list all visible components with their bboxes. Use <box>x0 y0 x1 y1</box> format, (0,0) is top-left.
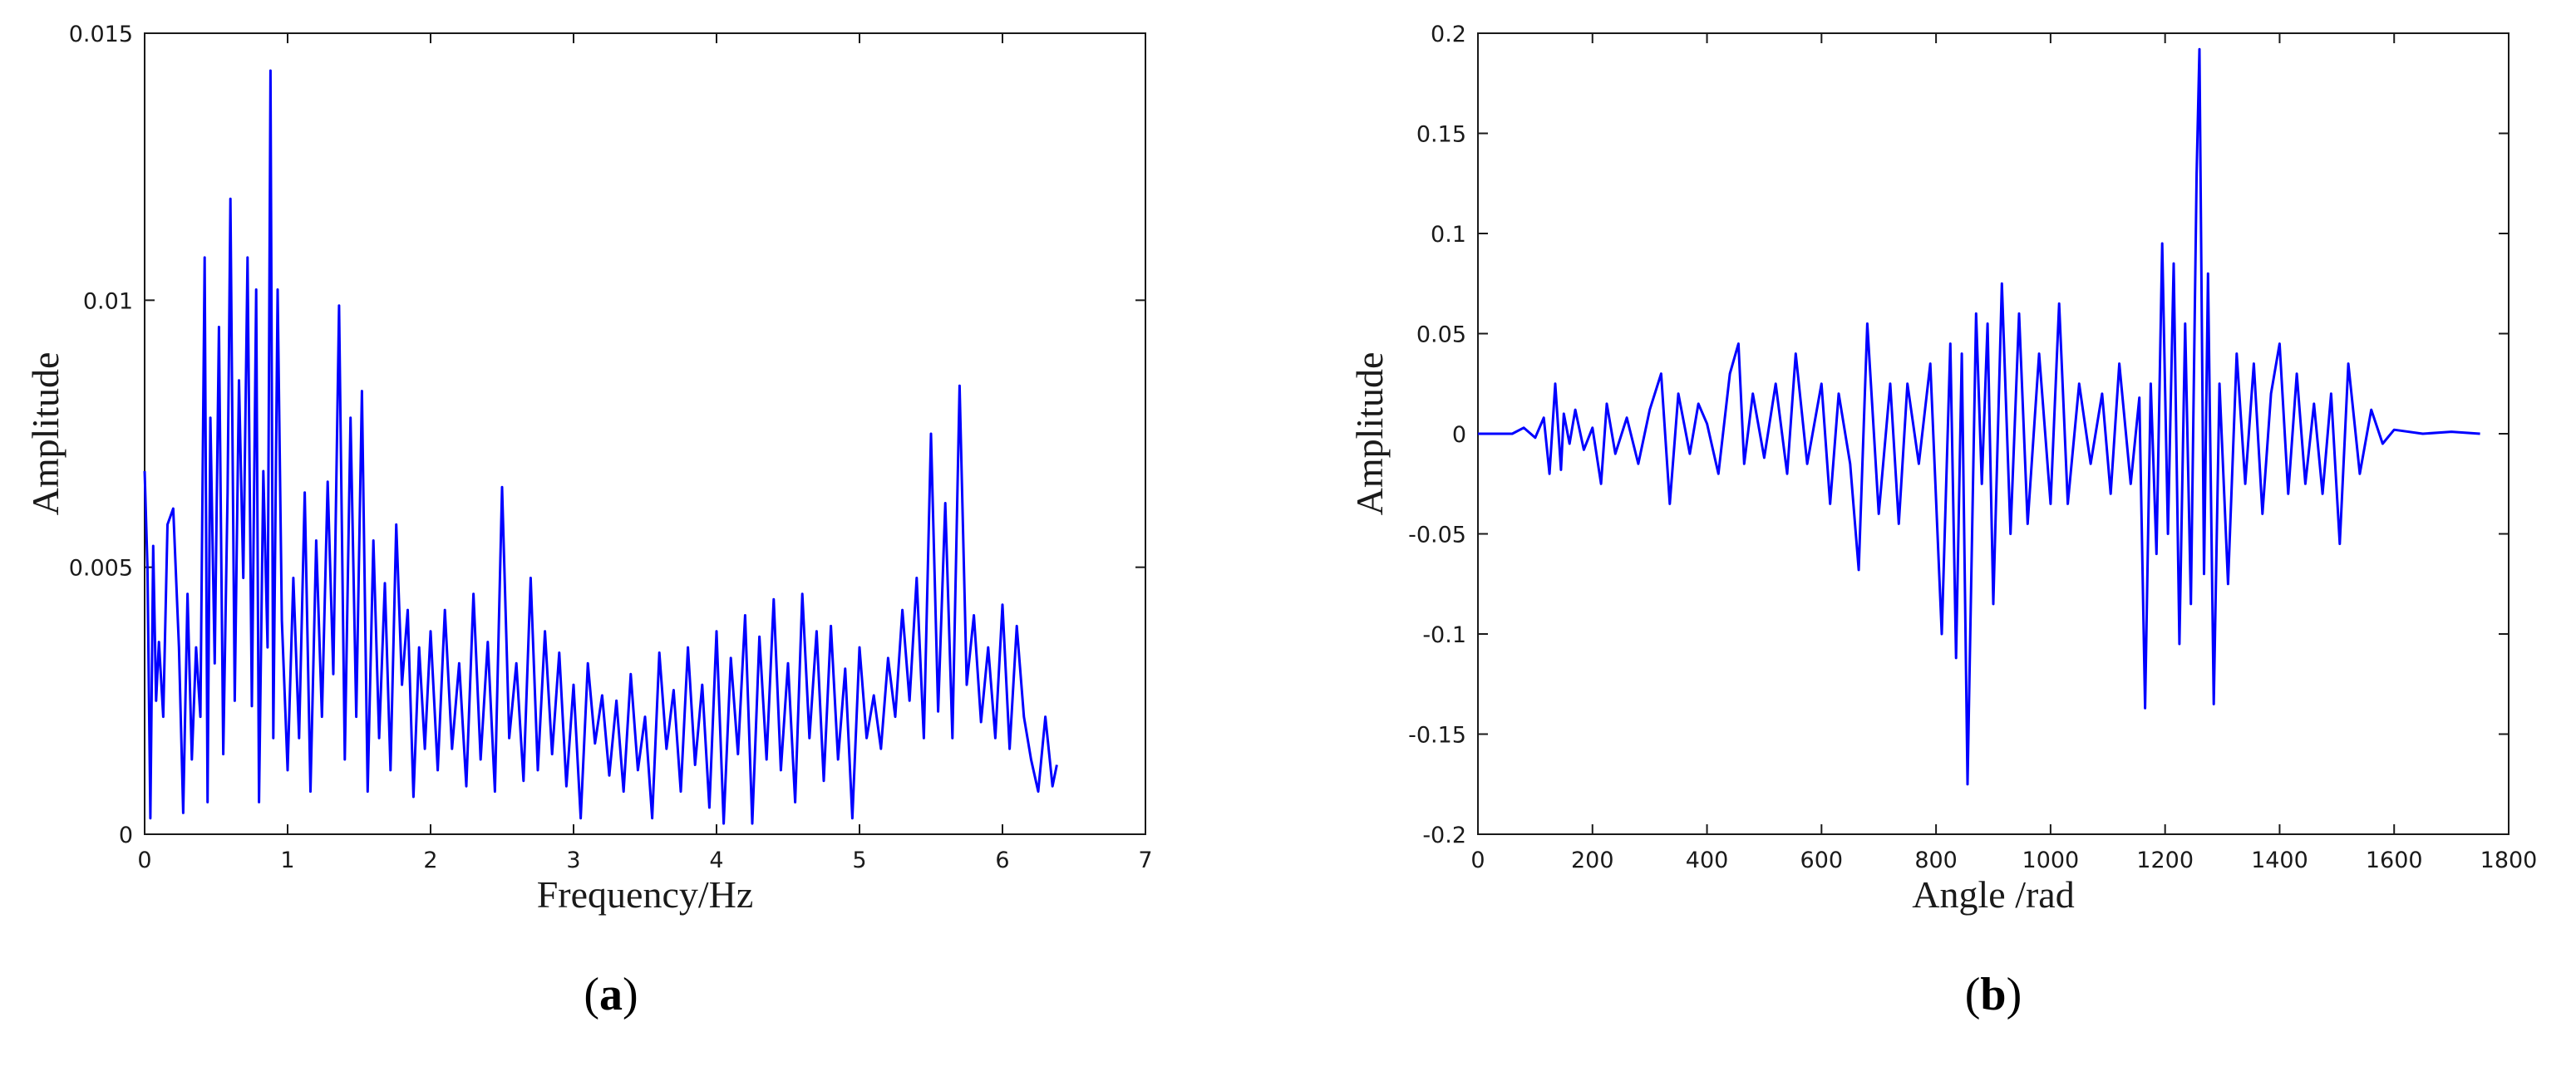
y-tick-label: 0.2 <box>1431 22 1466 47</box>
x-tick-label: 1000 <box>2022 848 2080 873</box>
y-tick-label: 0.15 <box>1416 122 1466 148</box>
y-tick-label: 0.1 <box>1431 222 1466 248</box>
x-tick-label: 400 <box>1686 848 1729 873</box>
y-axis-label: Amplitude <box>24 352 66 516</box>
x-tick-label: 200 <box>1571 848 1614 873</box>
x-axis-label: Frequency/Hz <box>537 873 754 916</box>
panel-caption-letter: b <box>1980 969 2006 1020</box>
x-tick-label: 1200 <box>2136 848 2194 873</box>
y-tick-label: -0.2 <box>1422 823 1466 848</box>
x-tick-label: 2 <box>423 848 437 873</box>
panel-caption: (b) <box>1965 969 2022 1020</box>
plot-frame <box>1477 32 2510 835</box>
y-axis-label: Amplitude <box>1348 352 1391 516</box>
x-tick-label: 3 <box>566 848 580 873</box>
plot-frame <box>144 32 1146 835</box>
x-tick-label: 1800 <box>2480 848 2538 873</box>
x-tick-label: 1 <box>280 848 294 873</box>
x-tick-label: 0 <box>137 848 151 873</box>
x-tick-label: 1600 <box>2366 848 2423 873</box>
x-tick-label: 7 <box>1138 848 1152 873</box>
panel-caption: (a) <box>584 969 638 1020</box>
y-tick-label: 0.005 <box>69 556 133 582</box>
x-axis-label: Angle /rad <box>1912 873 2074 916</box>
series-line <box>1478 47 2480 786</box>
x-tick-label: 800 <box>1914 848 1958 873</box>
panel-caption-letter: a <box>599 969 623 1020</box>
y-tick-label: 0.05 <box>1416 322 1466 348</box>
y-tick-label: 0 <box>119 823 133 848</box>
x-tick-label: 0 <box>1470 848 1485 873</box>
x-tick-label: 6 <box>995 848 1009 873</box>
y-tick-label: -0.1 <box>1422 622 1466 648</box>
x-tick-label: 4 <box>709 848 723 873</box>
y-tick-label: -0.05 <box>1408 523 1466 548</box>
y-tick-label: 0.015 <box>69 22 133 47</box>
panel-b: 0 200 400 600 800 1000 1200 1400 1600 1800 -0.2 -0.… <box>1348 22 2537 1020</box>
x-tick-label: 600 <box>1800 848 1844 873</box>
x-tick-label: 1400 <box>2251 848 2308 873</box>
series-line <box>143 69 1058 825</box>
x-tick-label: 5 <box>852 848 866 873</box>
y-tick-label: -0.15 <box>1408 723 1466 749</box>
panel-a: 0 1 2 3 4 5 6 7 0 0.005 0.01 0.015 Frequency/Hz Ampli… <box>24 22 1153 1020</box>
y-tick-label: 0 <box>1452 422 1466 448</box>
y-tick-label: 0.01 <box>83 288 133 314</box>
